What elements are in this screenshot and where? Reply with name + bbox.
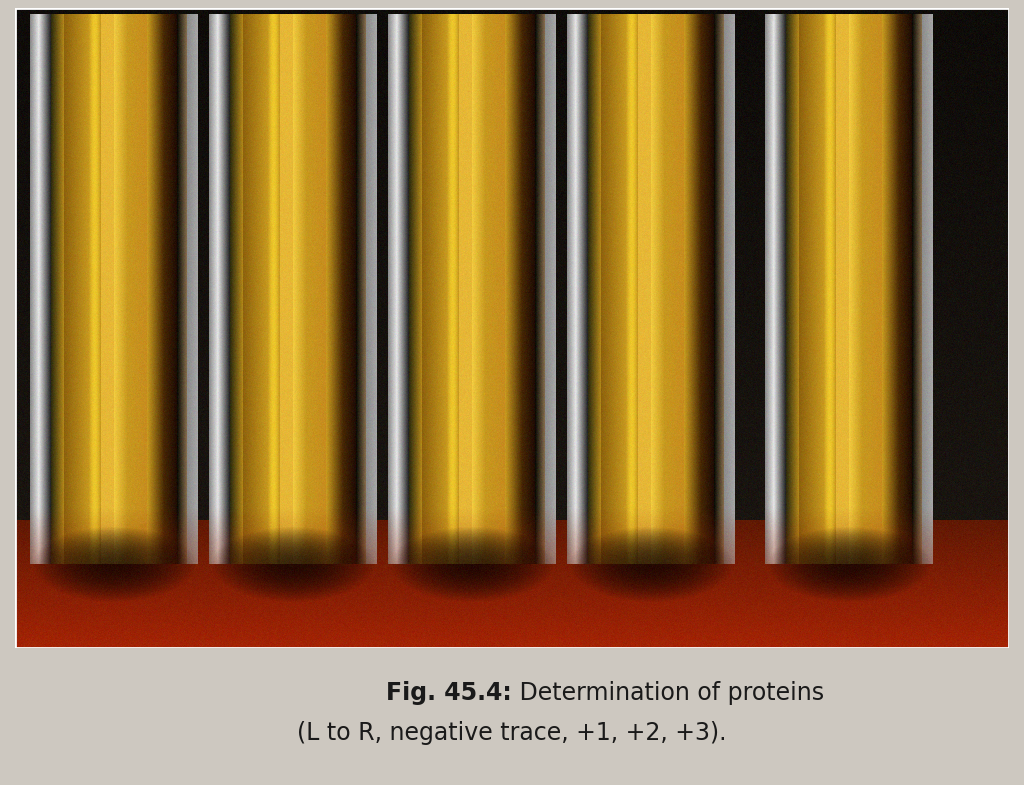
Bar xyxy=(15,8,1009,648)
Text: Fig. 45.4:: Fig. 45.4: xyxy=(386,681,512,705)
Text: Determination of proteins: Determination of proteins xyxy=(512,681,824,705)
Text: (L to R, negative trace, +1, +2, +3).: (L to R, negative trace, +1, +2, +3). xyxy=(297,721,727,745)
